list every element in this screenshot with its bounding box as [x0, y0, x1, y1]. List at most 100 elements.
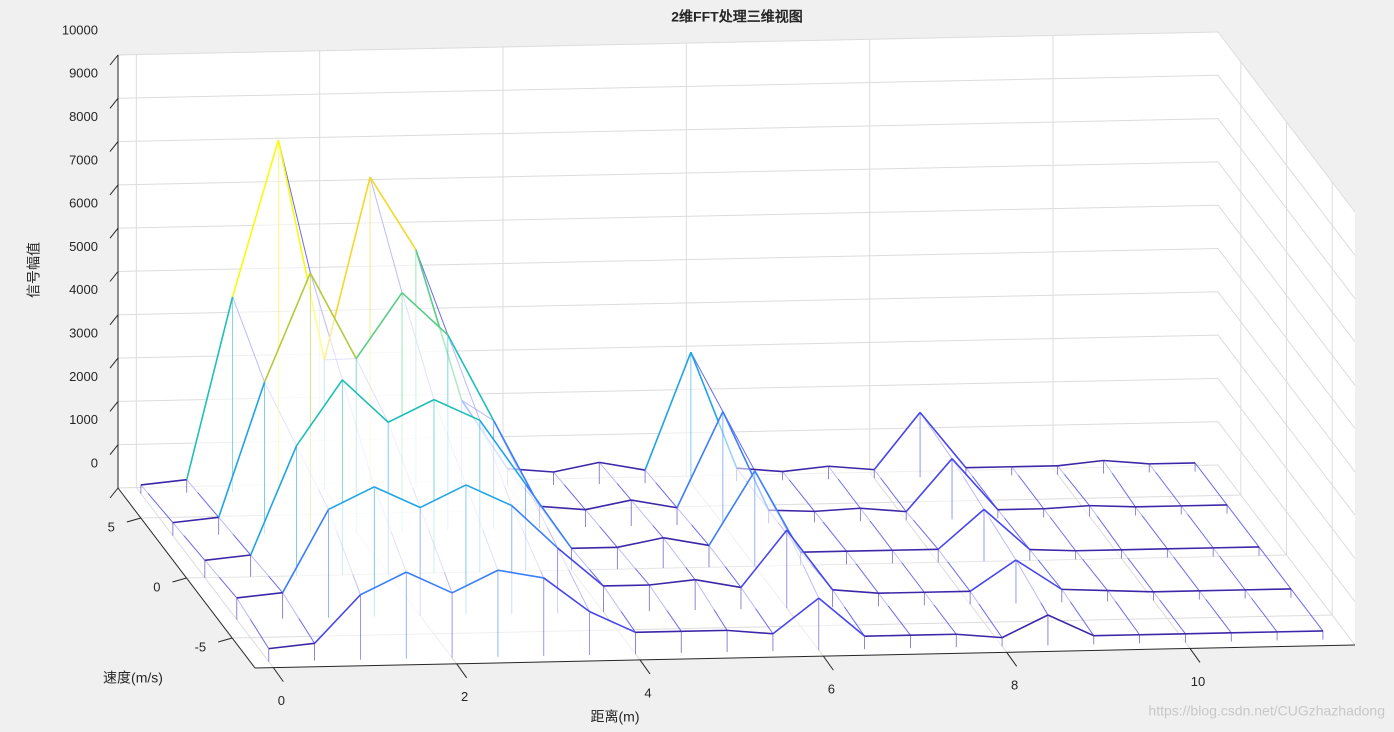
mesh-segment	[355, 292, 403, 360]
mesh-segment	[360, 571, 407, 596]
mesh-segment	[910, 633, 957, 637]
mesh-segment	[1185, 632, 1232, 635]
mesh-segment	[387, 398, 435, 423]
mesh-segment	[997, 507, 1044, 511]
mesh-segment	[695, 578, 742, 589]
tick-mark	[218, 637, 233, 643]
mesh-segment	[1075, 548, 1122, 552]
x-tick-label: 2	[461, 689, 468, 704]
mesh-segment	[140, 478, 187, 486]
mesh-segment	[983, 508, 1031, 551]
grid-line	[117, 118, 1219, 143]
mesh-segment	[740, 529, 788, 588]
mesh-segment	[956, 633, 1003, 639]
mesh-segment	[1199, 589, 1246, 592]
tick-mark	[172, 577, 187, 583]
z-axis-label: 信号幅值	[26, 242, 42, 298]
z-tick-label: 8000	[69, 109, 98, 124]
mesh-segment	[589, 610, 636, 634]
mesh-segment	[1231, 631, 1278, 634]
mesh-segment	[814, 507, 861, 513]
tick-mark	[109, 271, 119, 282]
mesh-segment	[479, 419, 527, 485]
mesh-segment	[465, 484, 513, 507]
mesh-face	[268, 570, 1323, 662]
mesh-segment	[782, 465, 829, 473]
mesh-segment	[846, 549, 893, 553]
z-tick-label: 7000	[69, 152, 98, 167]
mesh-segment	[204, 554, 251, 562]
mesh-segment	[905, 458, 953, 513]
mesh-segment	[1181, 504, 1228, 507]
mesh-segment	[1107, 589, 1154, 593]
mesh-segment	[919, 411, 967, 469]
z-tick-label: 5000	[69, 239, 98, 254]
mesh-segment	[965, 465, 1012, 469]
mesh-segment	[924, 590, 971, 594]
mesh-segment	[1103, 459, 1150, 465]
tick-mark	[109, 54, 119, 66]
mesh-segment	[951, 458, 999, 511]
mesh-segment	[663, 536, 710, 547]
grid-line	[117, 74, 1219, 99]
mesh-segment	[1043, 504, 1090, 510]
tick-mark	[126, 517, 141, 523]
tick-mark	[109, 141, 119, 152]
mesh-segment	[681, 629, 728, 633]
tick-mark	[1006, 651, 1018, 667]
mesh-segment	[263, 272, 312, 383]
mesh-segment	[1277, 630, 1323, 633]
mesh-segment	[295, 379, 343, 447]
z-tick-label: 2000	[69, 369, 98, 384]
tick-mark	[109, 487, 119, 499]
mesh-segment	[571, 546, 618, 550]
z-tick-label: 0	[91, 455, 98, 470]
mesh-segment	[644, 351, 692, 471]
y-tick-label: -5	[195, 639, 207, 654]
mesh-segment	[676, 411, 724, 509]
mesh-segment	[401, 292, 449, 336]
y-tick-label: 0	[153, 579, 160, 594]
z-tick-label: 9000	[69, 66, 98, 81]
mesh-segment	[617, 536, 664, 549]
mesh-segment	[1057, 459, 1104, 467]
x-tick-label: 8	[1011, 678, 1018, 693]
grid-line	[117, 161, 1219, 186]
mesh-segment	[708, 470, 756, 546]
z-tick-label: 10000	[62, 22, 98, 37]
mesh-segment	[328, 486, 375, 511]
mesh-segment	[557, 547, 604, 587]
mesh-segment	[369, 176, 417, 251]
mesh-segment	[649, 578, 696, 586]
mesh-segment	[1029, 548, 1076, 552]
x-tick-label: 10	[1191, 674, 1205, 689]
mesh-segment	[603, 584, 650, 587]
mesh-segment	[433, 398, 481, 422]
tick-mark	[272, 667, 284, 682]
mesh-segment	[447, 334, 495, 422]
x-tick-label: 6	[828, 682, 835, 697]
mesh-segment	[818, 597, 866, 637]
mesh-segment	[1213, 546, 1260, 549]
mesh-segment	[1139, 632, 1186, 636]
mesh-segment	[937, 508, 985, 550]
mesh-segment	[543, 577, 591, 613]
mesh-segment	[217, 381, 266, 518]
mesh-segment	[635, 630, 682, 634]
z-tick-label: 1000	[69, 412, 98, 427]
mesh-segment	[727, 629, 773, 635]
z-tick-label: 3000	[69, 326, 98, 341]
x-tick-label: 4	[644, 685, 651, 700]
mesh-segment	[631, 499, 678, 509]
mesh-segment	[585, 499, 632, 511]
tick-mark	[109, 444, 119, 456]
tick-mark	[109, 184, 119, 196]
mesh-segment	[873, 411, 921, 471]
mesh-segment	[419, 484, 467, 509]
mesh-segment	[405, 571, 453, 594]
tick-mark	[109, 401, 119, 412]
mesh-segment	[1167, 547, 1214, 550]
mesh-segment	[878, 591, 925, 595]
mesh-segment	[800, 550, 847, 553]
